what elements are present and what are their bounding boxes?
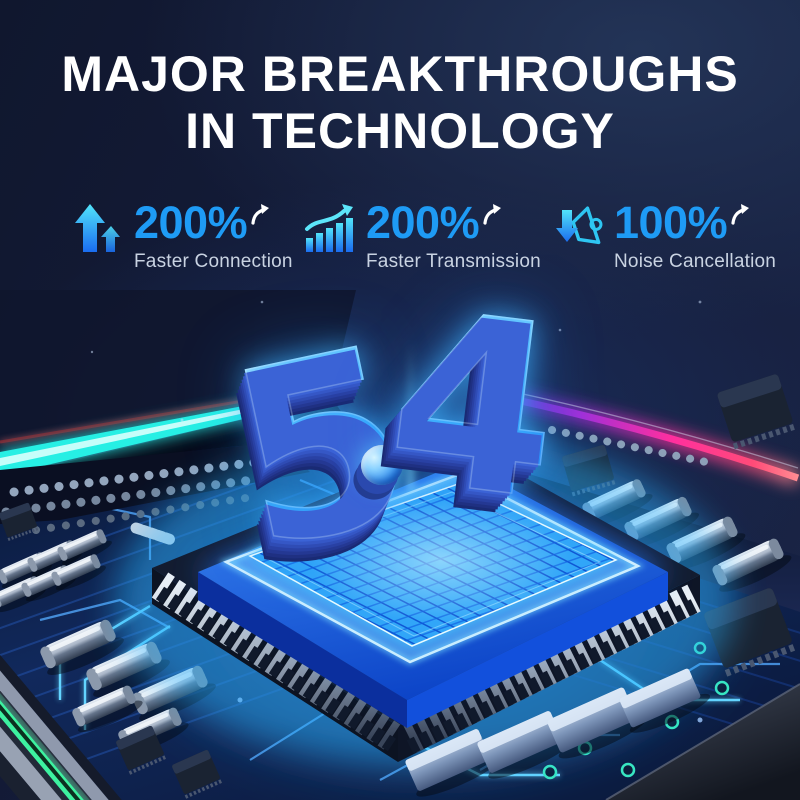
title-line-2: IN TECHNOLOGY [185, 102, 615, 159]
solder-ball-rows [0, 426, 710, 546]
dust-specks [90, 300, 702, 422]
stat-label: Faster Transmission [366, 250, 541, 272]
curved-up-arrow-icon [250, 202, 270, 231]
title-line-1: MAJOR BREAKTHROUGHS [61, 46, 739, 102]
neon-strip-left [0, 383, 333, 476]
led-rail-left [0, 612, 196, 800]
stat-faster-connection: 200% Faster Connection [72, 197, 293, 273]
stats-row: 200% Faster Connection [0, 197, 800, 282]
page-title: MAJOR BREAKTHROUGHS IN TECHNOLOGY [0, 46, 800, 159]
speaker-noise-reduction-icon [552, 202, 604, 258]
stat-value: 100% [614, 197, 728, 248]
stat-value: 200% [366, 197, 480, 248]
curved-up-arrow-icon [482, 202, 502, 231]
bar-chart-growth-icon [304, 202, 356, 258]
stat-label: Faster Connection [134, 250, 293, 272]
stat-label: Noise Cancellation [614, 250, 777, 272]
corner-wedge-right [605, 683, 800, 800]
stat-value: 200% [134, 197, 248, 248]
chip-socket [115, 340, 735, 765]
stat-noise-cancellation: 100% Noise Cancellation [552, 197, 777, 273]
stat-faster-transmission: 200% Faster Transmission [304, 197, 541, 273]
double-up-arrow-icon [72, 202, 124, 258]
curved-up-arrow-icon [730, 202, 750, 231]
